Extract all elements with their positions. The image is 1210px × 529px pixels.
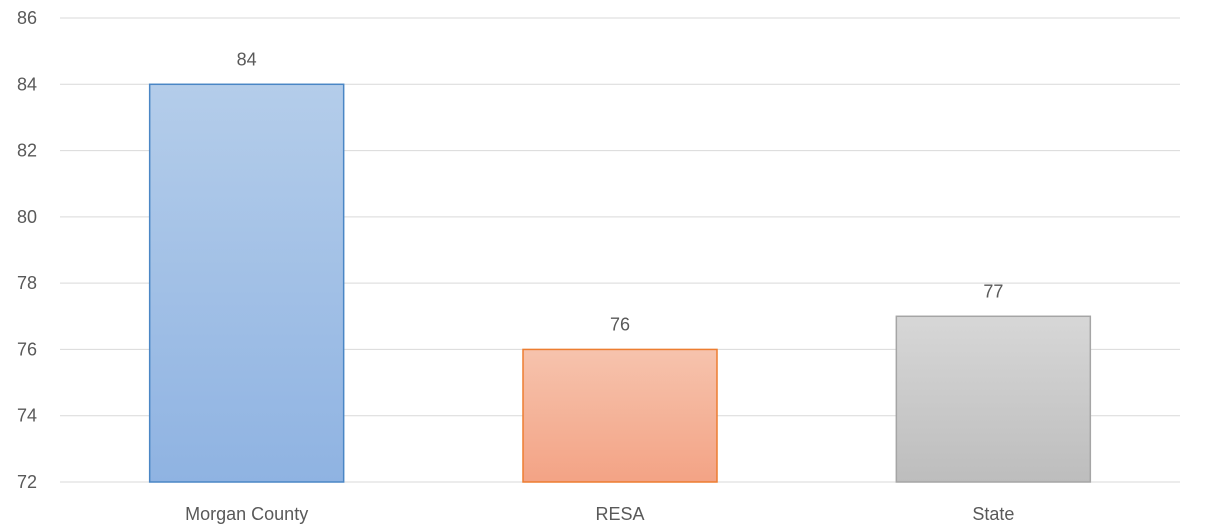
- bars: [148, 83, 1092, 483]
- x-category-label: Morgan County: [185, 504, 308, 524]
- y-tick-label: 76: [17, 339, 37, 359]
- data-label: 76: [610, 314, 630, 334]
- y-tick-label: 72: [17, 472, 37, 492]
- y-tick-label: 74: [17, 406, 37, 426]
- y-tick-label: 84: [17, 74, 37, 94]
- x-category-label: RESA: [595, 504, 644, 524]
- bar-state: [895, 315, 1092, 483]
- data-labels: 84 76 77: [237, 49, 1004, 334]
- x-axis-category-labels: Morgan County RESA State: [185, 504, 1014, 524]
- y-tick-label: 86: [17, 8, 37, 28]
- bar-morgan-county: [148, 83, 345, 483]
- data-label: 77: [983, 281, 1003, 301]
- y-tick-label: 80: [17, 207, 37, 227]
- y-axis-tick-labels: 72 74 76 78 80 82 84 86: [17, 8, 37, 492]
- data-label: 84: [237, 49, 257, 69]
- y-tick-label: 78: [17, 273, 37, 293]
- bar-resa: [522, 348, 718, 483]
- y-tick-label: 82: [17, 141, 37, 161]
- x-category-label: State: [972, 504, 1014, 524]
